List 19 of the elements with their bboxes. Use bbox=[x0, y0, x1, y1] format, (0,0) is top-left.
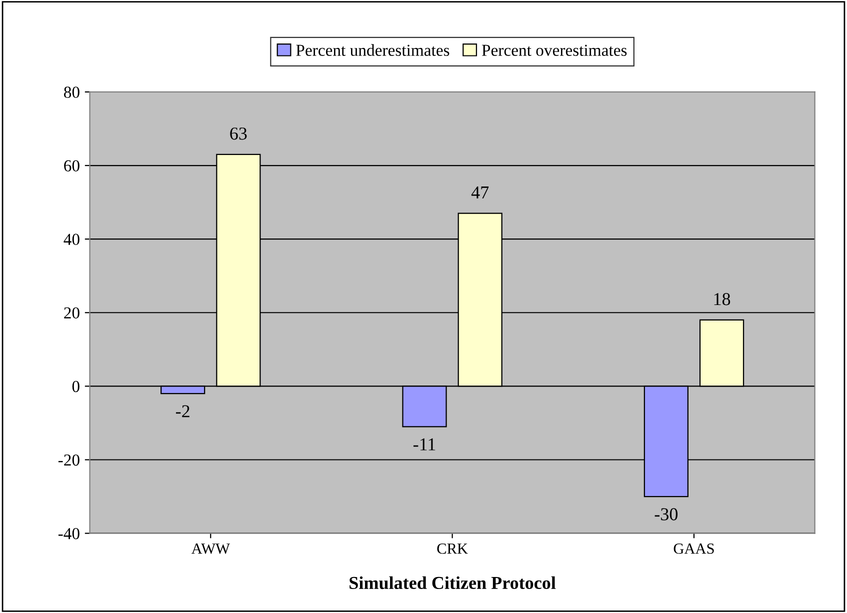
legend-label: Percent underestimates bbox=[296, 44, 450, 56]
data-label: -11 bbox=[413, 438, 436, 450]
y-tick-label: 20 bbox=[64, 307, 80, 319]
x-tick-label: AWW bbox=[191, 544, 230, 554]
x-axis-title: Simulated Citizen Protocol bbox=[350, 576, 556, 590]
y-tick-label: -40 bbox=[58, 528, 80, 540]
data-label: -2 bbox=[176, 405, 190, 418]
y-tick-label: 0 bbox=[72, 380, 80, 392]
y-tick-label: 80 bbox=[64, 86, 80, 98]
data-label: 47 bbox=[471, 186, 489, 198]
y-tick-label: -20 bbox=[58, 454, 80, 466]
x-tick-label: CRK bbox=[437, 544, 468, 554]
legend-label: Percent overestimates bbox=[482, 44, 627, 56]
data-label: -30 bbox=[654, 508, 678, 520]
data-label: 18 bbox=[714, 293, 730, 306]
y-tick-label: 60 bbox=[64, 160, 80, 172]
y-tick-label: 40 bbox=[64, 234, 80, 246]
x-tick-label: GAAS bbox=[674, 544, 714, 554]
data-label: 63 bbox=[230, 128, 247, 140]
